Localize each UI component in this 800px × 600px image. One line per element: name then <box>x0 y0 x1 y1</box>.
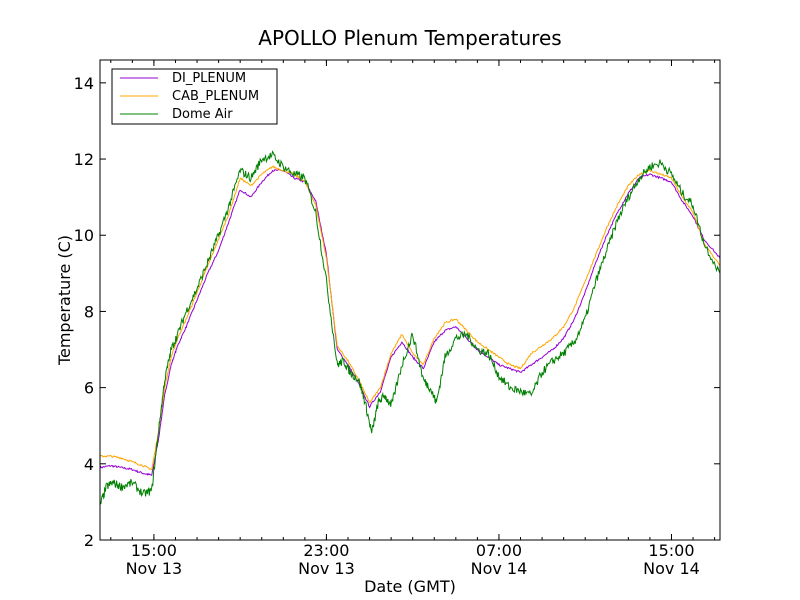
legend-label-di-plenum: DI_PLENUM <box>172 71 246 86</box>
y-tick-label: 2 <box>84 531 94 550</box>
y-tick-label: 8 <box>84 302 94 321</box>
x-tick-date-label: Nov 14 <box>643 559 700 578</box>
x-tick-date-label: Nov 14 <box>471 559 528 578</box>
y-axis-label: Temperature (C) <box>55 235 74 366</box>
x-tick-time-label: 07:00 <box>476 541 522 560</box>
legend: DI_PLENUM CAB_PLENUM Dome Air <box>111 68 278 125</box>
x-tick-date-label: Nov 13 <box>126 559 183 578</box>
x-tick-time-label: 15:00 <box>131 541 177 560</box>
axis-ticks <box>100 60 720 541</box>
x-axis-label: Date (GMT) <box>364 577 456 596</box>
x-tick-time-label: 15:00 <box>648 541 694 560</box>
series-line-dome-air <box>99 150 721 505</box>
legend-label-dome-air: Dome Air <box>172 107 233 122</box>
y-tick-label: 12 <box>74 150 94 169</box>
legend-label-cab-plenum: CAB_PLENUM <box>172 89 259 104</box>
y-tick-label: 14 <box>74 74 94 93</box>
chart-title: APOLLO Plenum Temperatures <box>258 26 561 50</box>
y-tick-label: 10 <box>74 226 94 245</box>
y-tick-labels: 2 4 6 8 10 12 14 <box>74 74 94 550</box>
x-tick-time-label: 23:00 <box>303 541 349 560</box>
series-line-di-plenum <box>99 169 721 476</box>
series-line-cab-plenum <box>99 165 721 471</box>
y-tick-label: 4 <box>84 455 94 474</box>
x-tick-date-label: Nov 13 <box>298 559 355 578</box>
y-tick-label: 6 <box>84 379 94 398</box>
plot-frame <box>99 59 721 541</box>
series-lines <box>99 150 721 505</box>
